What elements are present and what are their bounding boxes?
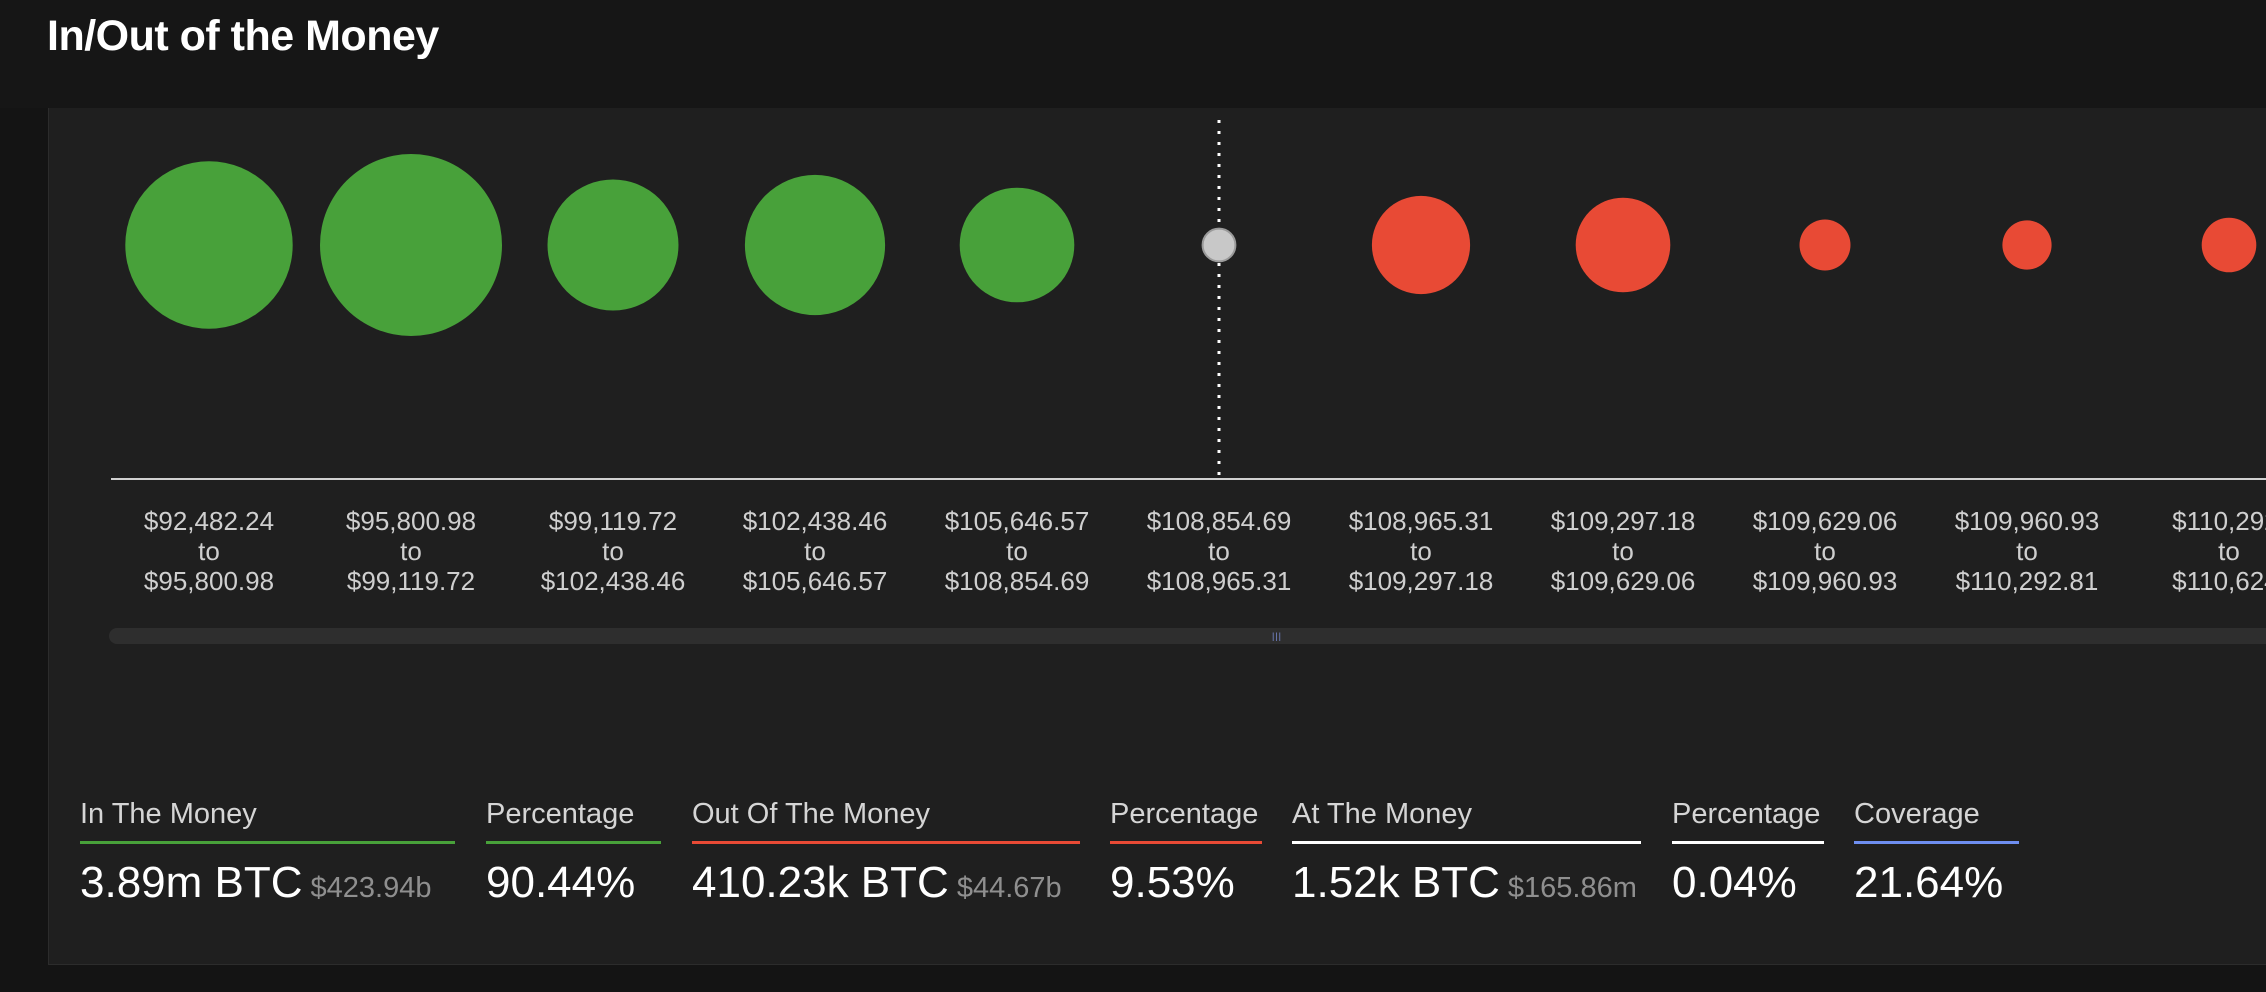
bubble-in-0[interactable] [125,161,293,329]
stat-label: Percentage [1672,798,1821,830]
range-label-4: $105,646.57 to $108,854.69 [917,506,1117,596]
range-label-6: $108,965.31 to $109,297.18 [1321,506,1521,596]
range-label-0: $92,482.24 to $95,800.98 [109,506,309,596]
range-to: $109,629.06 [1550,566,1696,596]
page-title: In/Out of the Money [47,12,439,60]
range-joiner: to [1410,536,1432,566]
range-joiner: to [1006,536,1028,566]
range-from: $109,960.93 [1954,506,2100,536]
stat-label: In The Money [80,798,257,830]
range-joiner: to [1612,536,1634,566]
stat-at-percentage: Percentage 0.04% [1672,798,1824,908]
range-from: $105,646.57 [944,506,1090,536]
range-to: $105,646.57 [742,566,888,596]
stat-underline-green [486,841,661,844]
stat-underline-white [1672,841,1824,844]
stat-label: Percentage [486,798,635,830]
stat-at-the-money: At The Money 1.52k BTC $165.86m [1292,798,1641,908]
stat-underline-red [692,841,1080,844]
stat-underline-green [80,841,455,844]
bubble-at-5[interactable] [1201,227,1237,263]
range-from: $110,292. [2172,506,2266,536]
range-label-8: $109,629.06 to $109,960.93 [1725,506,1925,596]
stat-value: 410.23k BTC $44.67b [692,858,1062,907]
range-to: $109,297.18 [1348,566,1494,596]
range-from: $109,629.06 [1752,506,1898,536]
scroll-grip-icon[interactable]: ||| [1272,631,1283,641]
range-joiner: to [198,536,220,566]
stat-value: 90.44% [486,858,636,907]
range-label-1: $95,800.98 to $99,119.72 [311,506,511,596]
range-to: $95,800.98 [143,566,275,596]
range-label-3: $102,438.46 to $105,646.57 [715,506,915,596]
range-from: $108,854.69 [1146,506,1292,536]
stat-coverage: Coverage 21.64% [1854,798,2019,908]
range-from: $95,800.98 [345,506,477,536]
range-to: $108,965.31 [1146,566,1292,596]
stat-label: Out Of The Money [692,798,931,830]
stat-usd: $423.94b [310,872,432,904]
range-to: $110,624. [2172,566,2266,596]
stat-underline-blue [1854,841,2019,844]
range-from: $102,438.46 [742,506,888,536]
bubble-in-2[interactable] [547,179,679,311]
range-to: $109,960.93 [1752,566,1898,596]
range-joiner: to [2218,536,2240,566]
bubble-in-3[interactable] [744,174,886,316]
range-joiner: to [804,536,826,566]
range-to: $99,119.72 [346,566,476,596]
stat-out-of-the-money: Out Of The Money 410.23k BTC $44.67b [692,798,1080,908]
range-from: $108,965.31 [1348,506,1494,536]
range-label-5: $108,854.69 to $108,965.31 [1119,506,1319,596]
bubble-in-1[interactable] [320,154,502,336]
stat-underline-red [1110,841,1262,844]
range-joiner: to [1208,536,1230,566]
range-joiner: to [400,536,422,566]
header-bar: In/Out of the Money [0,0,2266,108]
bubble-chart [111,120,2266,480]
range-from: $109,297.18 [1550,506,1696,536]
stat-usd: $165.86m [1507,872,1637,904]
range-from: $92,482.24 [143,506,275,536]
stat-in-percentage: Percentage 90.44% [486,798,661,908]
stat-value: 1.52k BTC $165.86m [1292,858,1637,907]
stat-label: At The Money [1292,798,1473,830]
stat-value: 3.89m BTC $423.94b [80,858,432,907]
range-to: $108,854.69 [944,566,1090,596]
range-joiner: to [2016,536,2038,566]
range-label-9: $109,960.93 to $110,292.81 [1927,506,2127,596]
range-to: $102,438.46 [540,566,686,596]
range-from: $99,119.72 [548,506,678,536]
range-joiner: to [602,536,624,566]
bubble-in-4[interactable] [959,187,1075,303]
horizontal-scrollbar[interactable]: ||| [109,628,2266,644]
stat-label: Coverage [1854,798,1980,830]
bubble-out-8[interactable] [1799,219,1851,271]
stat-value: 21.64% [1854,858,2004,907]
range-label-2: $99,119.72 to $102,438.46 [513,506,713,596]
range-label-7: $109,297.18 to $109,629.06 [1523,506,1723,596]
bubble-out-7[interactable] [1575,197,1671,293]
range-label-10: $110,292.to$110,624. [2129,506,2266,596]
stat-value: 0.04% [1672,858,1797,907]
stat-in-the-money: In The Money 3.89m BTC $423.94b [80,798,455,908]
stat-underline-white [1292,841,1641,844]
bubble-out-10[interactable] [2201,217,2257,273]
bubble-out-9[interactable] [2002,220,2052,270]
range-to: $110,292.81 [1955,566,2099,596]
stat-value: 9.53% [1110,858,1235,907]
stat-label: Percentage [1110,798,1259,830]
bubble-out-6[interactable] [1371,195,1471,295]
stat-out-percentage: Percentage 9.53% [1110,798,1262,908]
range-joiner: to [1814,536,1836,566]
stat-usd: $44.67b [956,872,1062,904]
chart-panel: $92,482.24 to $95,800.98 $95,800.98 to $99,11… [48,108,2266,965]
